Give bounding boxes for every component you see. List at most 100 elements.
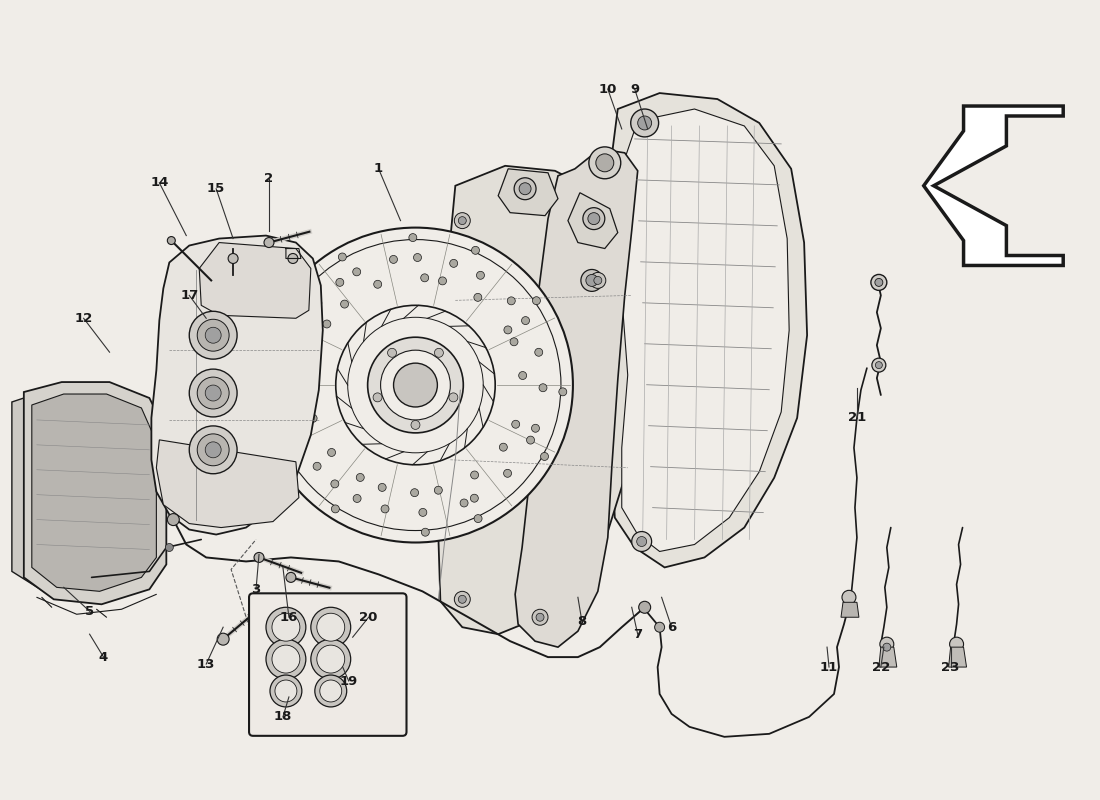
- Circle shape: [527, 436, 535, 444]
- Circle shape: [311, 607, 351, 647]
- Circle shape: [206, 442, 221, 458]
- Text: 3: 3: [252, 583, 261, 596]
- Circle shape: [638, 116, 651, 130]
- Circle shape: [949, 637, 964, 651]
- Circle shape: [474, 294, 482, 302]
- Text: 17: 17: [180, 289, 198, 302]
- Circle shape: [264, 383, 272, 391]
- Circle shape: [320, 680, 342, 702]
- Circle shape: [336, 306, 495, 465]
- Text: 12: 12: [75, 312, 92, 325]
- Circle shape: [228, 254, 238, 263]
- Circle shape: [454, 213, 471, 229]
- Circle shape: [880, 637, 894, 651]
- Circle shape: [842, 590, 856, 604]
- Text: 7: 7: [634, 628, 642, 641]
- Text: 23: 23: [942, 661, 960, 674]
- Circle shape: [459, 595, 466, 603]
- Circle shape: [532, 610, 548, 626]
- Circle shape: [197, 319, 229, 351]
- Circle shape: [510, 338, 518, 346]
- Text: 13: 13: [197, 658, 216, 670]
- Text: 8: 8: [578, 614, 586, 628]
- Circle shape: [314, 462, 321, 470]
- Circle shape: [504, 470, 512, 478]
- Circle shape: [272, 614, 300, 641]
- Circle shape: [454, 591, 471, 607]
- Text: 16: 16: [279, 610, 298, 624]
- Polygon shape: [32, 394, 156, 591]
- Circle shape: [311, 342, 319, 350]
- Circle shape: [275, 680, 297, 702]
- Circle shape: [285, 457, 293, 465]
- Circle shape: [286, 572, 296, 582]
- Text: 20: 20: [360, 610, 377, 624]
- Text: 21: 21: [848, 411, 866, 425]
- Circle shape: [581, 270, 603, 291]
- Circle shape: [590, 273, 606, 288]
- Circle shape: [449, 393, 458, 402]
- Circle shape: [519, 371, 527, 379]
- Circle shape: [434, 486, 442, 494]
- Circle shape: [353, 494, 361, 502]
- Circle shape: [378, 483, 386, 491]
- Circle shape: [474, 514, 482, 522]
- Circle shape: [315, 675, 346, 707]
- Circle shape: [476, 271, 484, 279]
- Circle shape: [420, 274, 429, 282]
- Circle shape: [189, 369, 238, 417]
- Circle shape: [286, 304, 294, 312]
- Circle shape: [270, 675, 301, 707]
- Circle shape: [328, 449, 336, 457]
- Circle shape: [339, 253, 346, 261]
- Circle shape: [639, 602, 650, 614]
- Text: 5: 5: [85, 605, 95, 618]
- Circle shape: [189, 426, 238, 474]
- Circle shape: [272, 645, 300, 673]
- Text: 4: 4: [99, 650, 108, 664]
- Polygon shape: [924, 106, 1064, 266]
- Polygon shape: [152, 235, 322, 534]
- Circle shape: [293, 428, 301, 436]
- Circle shape: [504, 326, 512, 334]
- Circle shape: [540, 453, 549, 461]
- Circle shape: [531, 424, 539, 432]
- FancyBboxPatch shape: [249, 594, 407, 736]
- Circle shape: [587, 213, 600, 225]
- Polygon shape: [842, 602, 859, 618]
- Circle shape: [874, 278, 883, 286]
- Circle shape: [389, 255, 397, 263]
- Circle shape: [165, 543, 174, 551]
- Circle shape: [559, 388, 566, 396]
- Polygon shape: [156, 440, 299, 527]
- Circle shape: [206, 385, 221, 401]
- Circle shape: [586, 274, 597, 286]
- Circle shape: [419, 509, 427, 516]
- Circle shape: [331, 505, 340, 513]
- Circle shape: [217, 633, 229, 645]
- Circle shape: [630, 109, 659, 137]
- Circle shape: [254, 553, 264, 562]
- Circle shape: [471, 494, 478, 502]
- Text: 14: 14: [151, 176, 168, 190]
- Circle shape: [409, 234, 417, 242]
- Circle shape: [367, 338, 463, 433]
- Polygon shape: [515, 149, 638, 647]
- Circle shape: [309, 414, 317, 422]
- Circle shape: [292, 338, 299, 346]
- Circle shape: [450, 259, 458, 267]
- Circle shape: [264, 238, 274, 247]
- Circle shape: [588, 147, 620, 178]
- Circle shape: [539, 384, 547, 392]
- Circle shape: [594, 277, 602, 285]
- Polygon shape: [12, 388, 159, 598]
- Circle shape: [285, 366, 293, 374]
- Circle shape: [471, 471, 478, 479]
- Circle shape: [356, 474, 364, 482]
- Text: 6: 6: [667, 621, 676, 634]
- Circle shape: [317, 614, 344, 641]
- Circle shape: [381, 505, 389, 513]
- Circle shape: [258, 228, 573, 542]
- Polygon shape: [948, 647, 967, 667]
- Text: 2: 2: [264, 172, 274, 186]
